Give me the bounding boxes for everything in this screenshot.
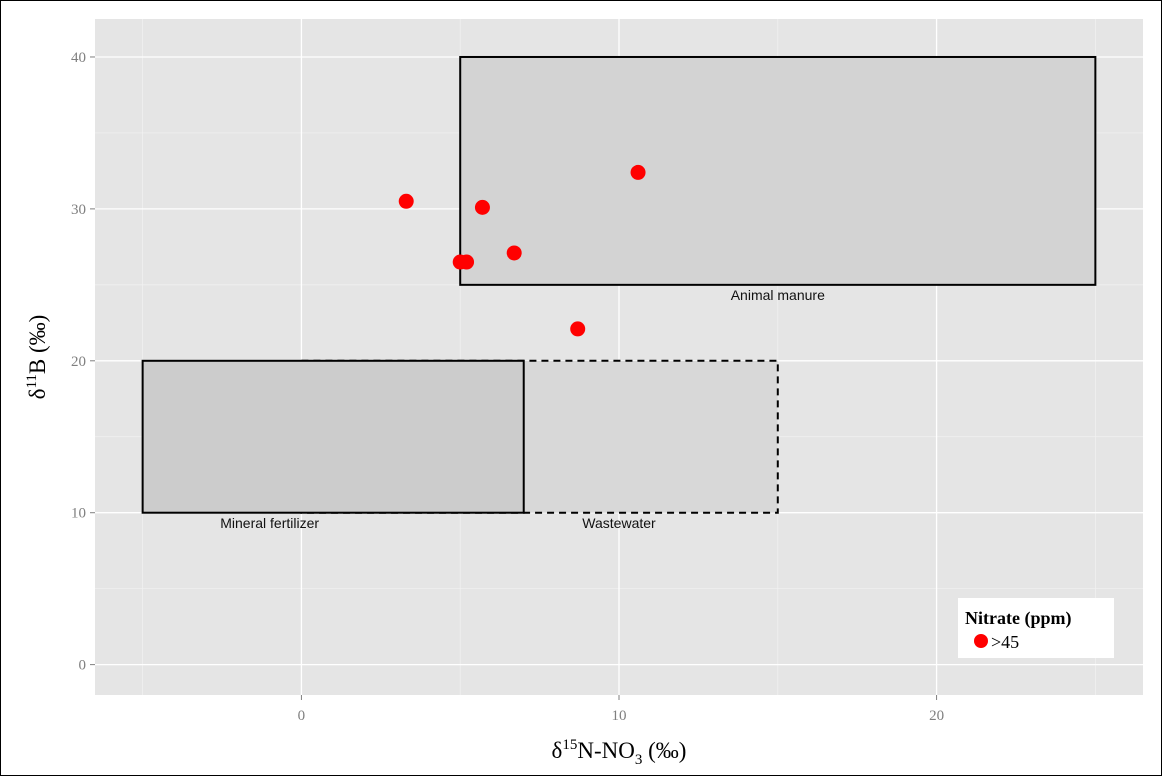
legend-title: Nitrate (ppm)	[965, 608, 1071, 629]
x-axis-title-sup: 15	[562, 737, 577, 753]
y-tick-label: 20	[71, 354, 86, 370]
x-axis-title: δ15N-NO3 (‰)	[552, 737, 687, 768]
data-point	[630, 164, 646, 180]
y-axis-title: δ11B (‰)	[24, 315, 50, 400]
y-tick-label: 40	[71, 50, 86, 66]
data-point	[474, 199, 490, 215]
x-tick-label: 0	[298, 708, 306, 724]
y-axis-title-prefix: δ	[25, 389, 50, 400]
data-point	[506, 245, 522, 261]
source-regions	[141, 55, 1097, 514]
y-tick-label: 10	[71, 506, 86, 522]
legend-label: >45	[991, 632, 1019, 652]
data-point	[570, 321, 586, 337]
x-tick-label: 20	[929, 708, 944, 724]
data-point	[459, 254, 475, 270]
legend-box	[958, 598, 1114, 658]
y-axis-title-main: B (‰)	[25, 315, 50, 374]
y-tick-label: 0	[79, 658, 87, 674]
x-axis-title-sub: 3	[635, 752, 643, 768]
region-label-animal-manure: Animal manure	[731, 287, 825, 303]
x-axis-title-prefix: δ	[552, 738, 563, 763]
x-axis-title-suffix: (‰)	[642, 738, 686, 763]
y-axis-ticks: 0 10 20 30 40	[71, 50, 95, 674]
data-point	[398, 193, 414, 209]
x-axis-title-main: N-NO	[577, 738, 635, 763]
region-animal-manure	[459, 55, 1097, 286]
region-mineral-fertilizer	[141, 359, 525, 514]
y-tick-label: 30	[71, 202, 86, 218]
legend: Nitrate (ppm) >45	[958, 598, 1114, 658]
legend-key	[974, 634, 988, 648]
x-axis-ticks: 0 10 20	[298, 695, 944, 724]
legend-marker	[974, 634, 988, 648]
region-label-wastewater: Wastewater	[582, 515, 656, 531]
data-points	[398, 164, 646, 337]
y-axis-title-sup: 11	[24, 374, 40, 388]
region-labels: Animal manure Wastewater Mineral fertilize…	[220, 287, 825, 531]
x-tick-label: 10	[612, 708, 627, 724]
region-label-mineral-fertilizer: Mineral fertilizer	[220, 515, 319, 531]
